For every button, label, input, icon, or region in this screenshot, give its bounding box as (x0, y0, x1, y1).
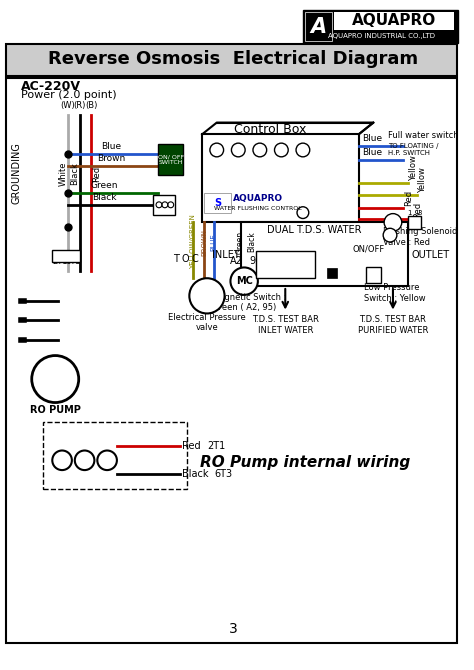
Text: Black: Black (182, 469, 209, 479)
Text: Full water switch: Full water switch (388, 131, 459, 140)
Bar (6, 44, 456, 76)
Text: WATER FLUSHING CONTROL: WATER FLUSHING CONTROL (214, 206, 302, 211)
Text: Flushing Solenoid
Valve : Red: Flushing Solenoid Valve : Red (383, 227, 457, 247)
Text: O: O (182, 253, 189, 263)
Text: Blue: Blue (362, 134, 382, 143)
Text: Reverse Osmosis  Electrical Diagram: Reverse Osmosis Electrical Diagram (48, 50, 419, 68)
Circle shape (32, 356, 79, 403)
Circle shape (52, 450, 72, 470)
Text: Black: Black (70, 162, 79, 185)
Text: Green: Green (91, 181, 118, 190)
Text: (B): (B) (85, 101, 98, 110)
Bar (52, 250, 80, 261)
Text: DUAL T.D.S. WATER: DUAL T.D.S. WATER (267, 225, 362, 235)
Circle shape (230, 267, 258, 295)
Text: AQUAPRO INDUSTRIAL CO.,LTD: AQUAPRO INDUSTRIAL CO.,LTD (328, 34, 435, 40)
Circle shape (296, 143, 310, 157)
Text: AQUAPRO: AQUAPRO (352, 13, 436, 28)
Bar (334, 12, 454, 29)
Text: 95: 95 (250, 255, 262, 265)
Circle shape (274, 143, 288, 157)
Text: Yellow: Yellow (409, 155, 418, 182)
Text: A: A (310, 17, 327, 37)
Text: Brown: Brown (97, 153, 125, 163)
Text: Control Box: Control Box (235, 123, 307, 136)
Bar (303, 10, 457, 44)
Circle shape (210, 143, 224, 157)
Bar (305, 12, 332, 42)
Text: YELLOW/GREEN: YELLOW/GREEN (190, 214, 196, 269)
Circle shape (384, 214, 402, 231)
Text: Red: Red (92, 165, 101, 182)
Circle shape (231, 143, 245, 157)
Bar (43, 422, 187, 488)
Bar (241, 222, 408, 286)
Text: 3: 3 (229, 622, 238, 636)
Text: RO Pump internal wiring: RO Pump internal wiring (200, 455, 410, 470)
Text: C: C (192, 253, 199, 263)
Text: Black: Black (247, 232, 256, 253)
Text: T.D.S. TEST BAR
INLET WATER: T.D.S. TEST BAR INLET WATER (252, 316, 319, 335)
Text: BROWN: BROWN (201, 228, 207, 255)
Text: GROUNDING: GROUNDING (11, 143, 21, 204)
Text: Electrical Pressure
valve: Electrical Pressure valve (168, 313, 246, 332)
Circle shape (383, 228, 397, 242)
Text: 6T3: 6T3 (215, 469, 233, 479)
Text: Power (2.0 point): Power (2.0 point) (21, 90, 117, 100)
Bar (365, 267, 381, 283)
Text: 1: 1 (408, 210, 412, 216)
Text: 6T3: 6T3 (65, 257, 81, 265)
Text: T: T (173, 253, 179, 263)
Text: White: White (59, 161, 68, 186)
Text: Yellow: Yellow (419, 168, 428, 193)
Bar (202, 134, 359, 222)
Bar (6, 78, 456, 643)
Text: A2: A2 (230, 255, 243, 265)
Text: Blue: Blue (362, 148, 382, 157)
Bar (153, 195, 174, 214)
Text: Black: Black (92, 193, 117, 202)
Bar (256, 251, 315, 278)
Text: Blue: Blue (101, 142, 121, 151)
Text: Red: Red (413, 202, 422, 218)
Circle shape (97, 450, 117, 470)
Text: (W): (W) (61, 101, 75, 110)
Text: RO PUMP: RO PUMP (30, 405, 81, 415)
Text: Red: Red (404, 190, 413, 206)
Circle shape (189, 278, 225, 314)
Bar (158, 144, 183, 176)
Circle shape (75, 450, 94, 470)
Text: (R): (R) (73, 101, 86, 110)
Text: OUTLET: OUTLET (411, 250, 450, 260)
Circle shape (253, 143, 267, 157)
Text: Low Pressure
Switch : Yellow: Low Pressure Switch : Yellow (364, 283, 425, 303)
Circle shape (297, 207, 309, 218)
Text: 2T1: 2T1 (207, 441, 225, 451)
Text: S: S (214, 198, 221, 208)
Text: TO FLOATING /
H.P. SWITCH: TO FLOATING / H.P. SWITCH (388, 143, 438, 156)
Text: INLET: INLET (211, 250, 239, 260)
Text: AC-220V: AC-220V (21, 80, 81, 92)
Text: 2T1: 2T1 (52, 257, 68, 265)
Text: AQUAPRO: AQUAPRO (233, 194, 283, 204)
Text: Red: Red (182, 441, 201, 451)
Text: ON/OFF: ON/OFF (352, 245, 384, 253)
Bar (328, 269, 337, 278)
Text: T.D.S. TEST BAR
PURIFIED WATER: T.D.S. TEST BAR PURIFIED WATER (358, 316, 428, 335)
Bar (408, 216, 421, 229)
Text: MC: MC (236, 276, 253, 286)
Text: Magnetic Switch :
Green ( A2, 95): Magnetic Switch : Green ( A2, 95) (212, 293, 286, 312)
Text: 3: 3 (418, 210, 422, 216)
Text: BLUE: BLUE (211, 233, 217, 251)
Text: ON/ OFF
SWITCH: ON/ OFF SWITCH (158, 154, 184, 165)
Text: Green: Green (236, 230, 245, 253)
Bar (204, 193, 231, 212)
